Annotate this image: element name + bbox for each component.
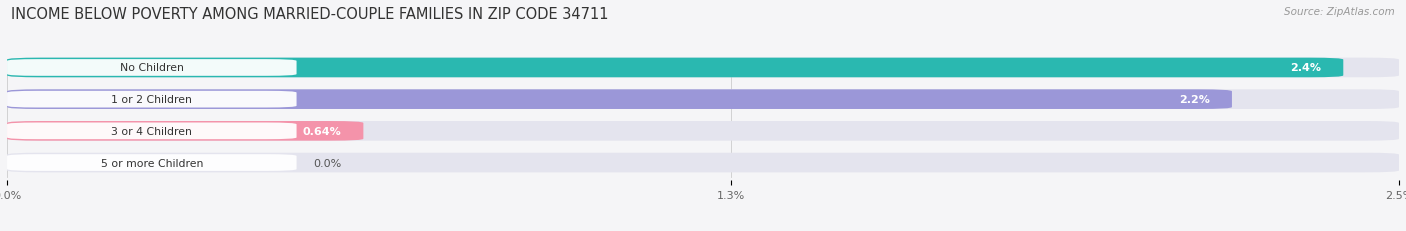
Text: 5 or more Children: 5 or more Children [101,158,202,168]
Text: 2.4%: 2.4% [1291,63,1322,73]
Text: 3 or 4 Children: 3 or 4 Children [111,126,193,136]
Text: Source: ZipAtlas.com: Source: ZipAtlas.com [1284,7,1395,17]
Text: 0.64%: 0.64% [302,126,342,136]
Text: 2.2%: 2.2% [1178,95,1209,105]
FancyBboxPatch shape [7,58,1399,78]
FancyBboxPatch shape [7,153,1399,173]
Text: 1 or 2 Children: 1 or 2 Children [111,95,193,105]
Text: No Children: No Children [120,63,184,73]
FancyBboxPatch shape [7,91,297,108]
FancyBboxPatch shape [7,123,297,140]
FancyBboxPatch shape [7,155,297,171]
FancyBboxPatch shape [7,122,363,141]
FancyBboxPatch shape [7,90,1399,109]
FancyBboxPatch shape [7,60,297,76]
FancyBboxPatch shape [7,90,1232,109]
Text: INCOME BELOW POVERTY AMONG MARRIED-COUPLE FAMILIES IN ZIP CODE 34711: INCOME BELOW POVERTY AMONG MARRIED-COUPL… [11,7,609,22]
FancyBboxPatch shape [7,122,1399,141]
Text: 0.0%: 0.0% [314,158,342,168]
FancyBboxPatch shape [7,58,1343,78]
